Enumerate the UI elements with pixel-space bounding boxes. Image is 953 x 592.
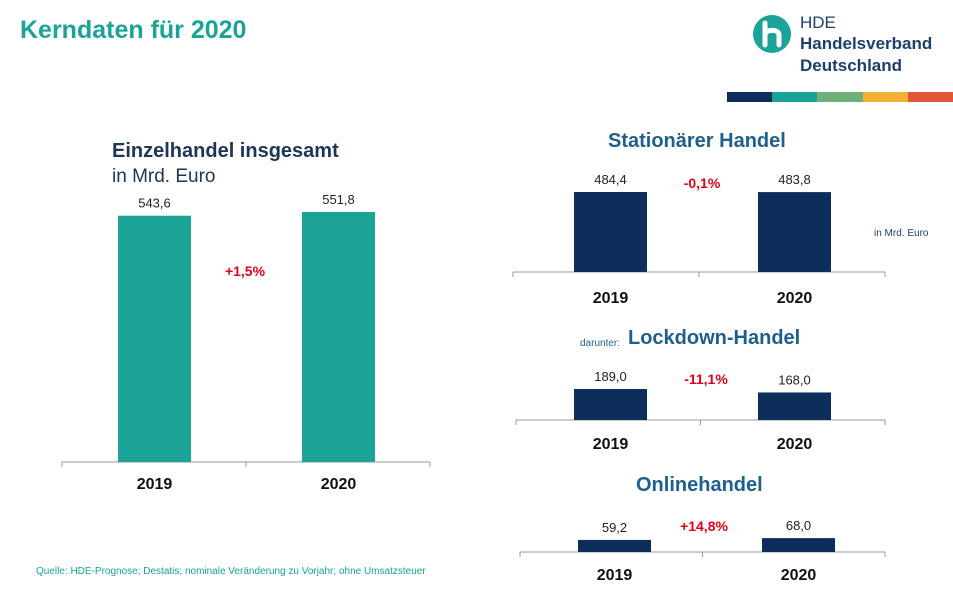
- data-label: 59,2: [602, 520, 627, 535]
- chart-group-0: 543,6 2019 551,8 2020 +1,5%: [61, 192, 431, 493]
- x-tick-label: 2019: [593, 436, 629, 453]
- change-label: -0,1%: [684, 175, 721, 191]
- chart-title-lockdown: Lockdown-Handel: [628, 327, 801, 349]
- chart-group-2: 189,0 2019 168,0 2020 -11,1%: [515, 369, 886, 453]
- chart-title-einzelhandel: Einzelhandel insgesamt: [112, 140, 339, 162]
- bar: [118, 215, 191, 462]
- x-tick-label: 2020: [321, 476, 357, 493]
- logo-text-deutschland: Deutschland: [800, 56, 903, 75]
- bar: [574, 389, 647, 420]
- x-tick-label: 2020: [777, 436, 813, 453]
- logo-stripe-segment: [862, 92, 908, 102]
- bar: [758, 192, 831, 272]
- data-label: 483,8: [778, 172, 811, 187]
- chart-group-3: 59,2 2019 68,0 2020 +14,8%: [519, 518, 886, 584]
- bar: [762, 538, 835, 552]
- page-title: Kerndaten für 2020: [20, 16, 247, 44]
- chart-group-1: 484,4 2019 483,8 2020 -0,1%: [512, 172, 886, 307]
- data-label: 484,4: [594, 172, 627, 187]
- data-label: 68,0: [786, 518, 811, 533]
- chart-subtitle-einzelhandel: in Mrd. Euro: [112, 166, 216, 187]
- bar: [574, 192, 647, 272]
- lockdown-prefix: darunter:: [580, 338, 621, 349]
- x-tick-label: 2019: [597, 567, 633, 584]
- source-note: Quelle: HDE-Prognose; Destatis; nominale…: [36, 566, 426, 577]
- hde-logo-icon: [753, 15, 791, 53]
- logo-text-handelsverband: Handelsverband: [800, 34, 933, 53]
- x-tick-label: 2020: [781, 567, 817, 584]
- logo-stripe-segment: [727, 92, 773, 102]
- unit-note: in Mrd. Euro: [874, 228, 929, 239]
- data-label: 168,0: [778, 372, 811, 387]
- chart-title-online: Onlinehandel: [636, 474, 763, 496]
- change-label: +1,5%: [225, 263, 266, 279]
- data-label: 189,0: [594, 369, 627, 384]
- change-label: +14,8%: [680, 518, 728, 534]
- x-tick-label: 2020: [777, 290, 813, 307]
- logo-stripe-segment: [817, 92, 863, 102]
- logo-stripe-segment: [907, 92, 953, 102]
- bar: [302, 212, 375, 462]
- change-label: -11,1%: [684, 371, 728, 387]
- data-label: 551,8: [322, 192, 355, 207]
- bar: [578, 539, 651, 552]
- x-tick-label: 2019: [137, 476, 173, 493]
- chart-title-stationaer: Stationärer Handel: [608, 130, 786, 152]
- data-label: 543,6: [138, 196, 171, 211]
- x-tick-label: 2019: [593, 290, 629, 307]
- bar: [758, 392, 831, 420]
- logo-text-hde: HDE: [800, 13, 836, 32]
- logo-stripe-segment: [772, 92, 818, 102]
- logo-color-stripe: [727, 92, 953, 102]
